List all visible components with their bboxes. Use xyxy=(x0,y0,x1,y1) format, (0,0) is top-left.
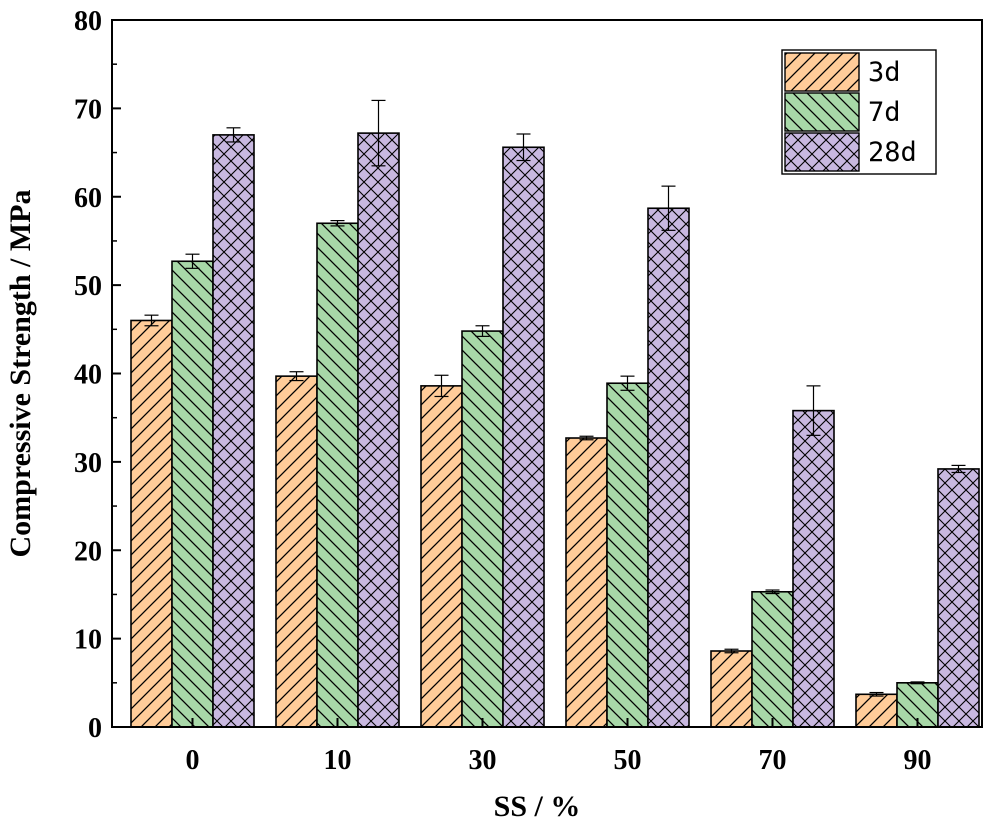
error-bar-28d-0 xyxy=(226,127,241,143)
error-bar-3d-10 xyxy=(289,371,304,382)
y-tick-label-0: 0 xyxy=(88,713,102,744)
legend-item-7d: 7d xyxy=(784,92,901,132)
bar-3d-10 xyxy=(275,375,318,728)
x-tick-label-70: 70 xyxy=(759,745,787,776)
legend: 3d 7d 28d xyxy=(781,49,937,175)
error-bars-layer xyxy=(144,99,966,697)
y-tick-label-40: 40 xyxy=(74,360,102,391)
error-bar-7d-50 xyxy=(620,375,635,391)
error-bar-3d-50 xyxy=(579,435,594,441)
error-bar-28d-10 xyxy=(371,99,386,167)
y-tick-label-20: 20 xyxy=(74,536,102,567)
error-bar-3d-30 xyxy=(434,374,449,398)
x-tick-label-10: 10 xyxy=(324,745,352,776)
bar-3d-30 xyxy=(420,385,463,728)
y-tick-label-10: 10 xyxy=(74,625,102,656)
bar-28d-90 xyxy=(937,468,980,728)
error-bar-7d-70 xyxy=(765,589,780,595)
bar-7d-10 xyxy=(316,222,359,728)
error-bar-28d-50 xyxy=(661,185,676,231)
bar-7d-0 xyxy=(171,260,214,728)
bar-7d-70 xyxy=(751,590,794,728)
bars-layer xyxy=(130,132,980,728)
x-tick-label-90: 90 xyxy=(904,745,932,776)
y-axis: 0 10 20 30 40 50 60 70 80 xyxy=(74,6,121,744)
y-axis-title: Compressive Strength / MPa xyxy=(4,189,37,557)
bar-3d-50 xyxy=(565,437,608,728)
error-bar-28d-70 xyxy=(806,385,821,436)
legend-swatch-28d xyxy=(784,132,860,172)
bar-3d-0 xyxy=(130,319,173,728)
error-bar-3d-90 xyxy=(869,691,884,697)
legend-swatch-3d xyxy=(784,52,860,92)
bar-28d-50 xyxy=(647,207,690,728)
y-tick-label-70: 70 xyxy=(74,94,102,125)
error-bar-7d-30 xyxy=(475,325,490,337)
x-tick-label-0: 0 xyxy=(186,745,200,776)
error-bar-7d-90 xyxy=(910,681,925,685)
y-tick-label-30: 30 xyxy=(74,448,102,479)
bar-7d-30 xyxy=(461,330,504,728)
legend-item-3d: 3d xyxy=(784,52,901,92)
error-bar-7d-10 xyxy=(330,220,345,227)
legend-label-7d: 7d xyxy=(868,97,901,128)
bar-28d-0 xyxy=(212,134,255,728)
error-bar-3d-0 xyxy=(144,314,159,327)
error-bar-28d-30 xyxy=(516,133,531,162)
legend-item-28d: 28d xyxy=(784,132,917,172)
error-bar-28d-90 xyxy=(951,464,966,474)
legend-label-3d: 3d xyxy=(868,57,901,88)
x-axis: 0 10 30 50 70 90 xyxy=(186,718,932,776)
y-tick-label-60: 60 xyxy=(74,183,102,214)
legend-swatch-7d xyxy=(784,92,860,132)
bar-7d-50 xyxy=(606,382,649,728)
x-tick-label-50: 50 xyxy=(614,745,642,776)
x-axis-title: SS / % xyxy=(494,790,581,823)
bar-28d-10 xyxy=(357,132,400,728)
y-tick-label-50: 50 xyxy=(74,271,102,302)
error-bar-3d-70 xyxy=(724,648,739,654)
x-tick-label-30: 30 xyxy=(469,745,497,776)
bar-28d-30 xyxy=(502,146,545,728)
bar-28d-70 xyxy=(792,409,835,728)
error-bar-7d-0 xyxy=(185,253,200,269)
legend-label-28d: 28d xyxy=(868,137,917,168)
bar-3d-90 xyxy=(855,693,898,728)
bar-3d-70 xyxy=(710,650,753,728)
y-tick-label-80: 80 xyxy=(74,6,102,37)
